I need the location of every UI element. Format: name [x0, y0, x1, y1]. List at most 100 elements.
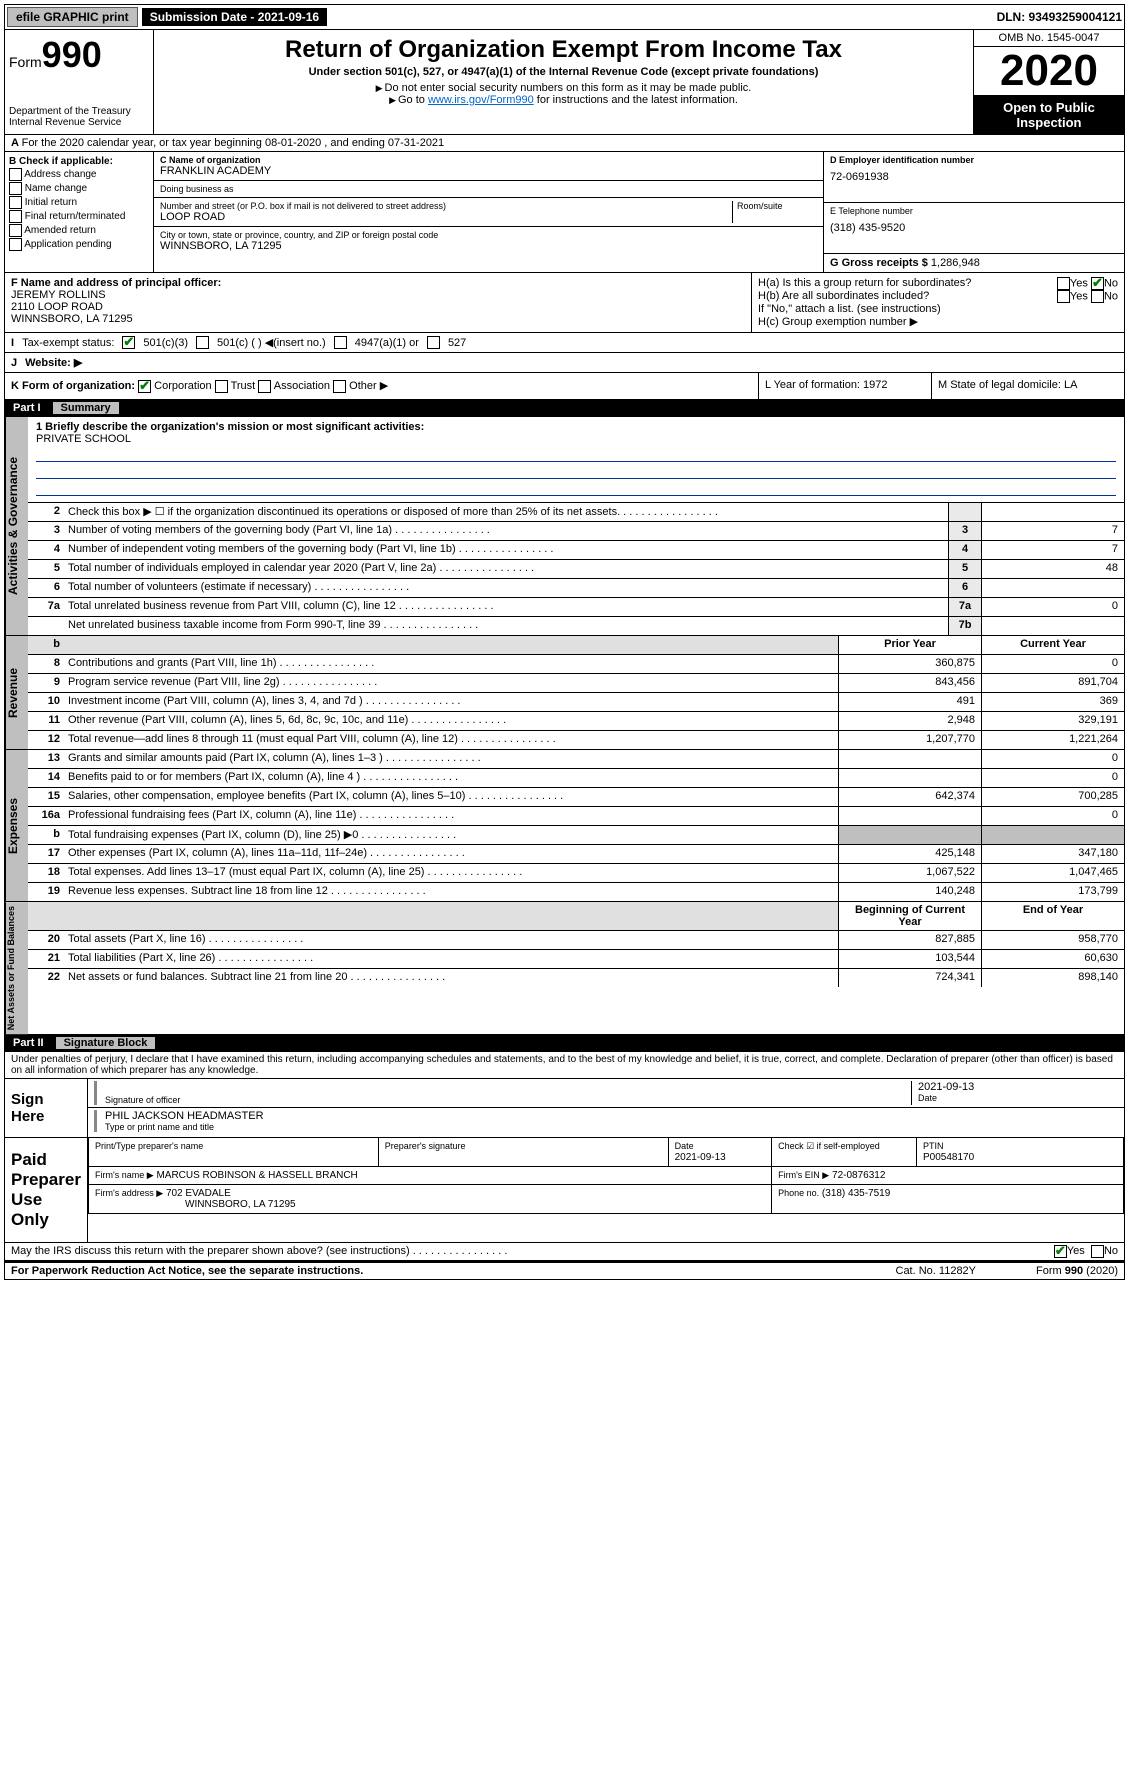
phone-value: (318) 435-9520	[830, 222, 1118, 234]
state-domicile: M State of legal domicile: LA	[932, 373, 1124, 399]
form-title: Return of Organization Exempt From Incom…	[162, 36, 965, 64]
paid-preparer-section: Paid Preparer Use Only Print/Type prepar…	[4, 1138, 1125, 1243]
other-checkbox[interactable]	[333, 380, 346, 393]
footer: For Paperwork Reduction Act Notice, see …	[4, 1261, 1125, 1280]
officer-group-section: F Name and address of principal officer:…	[4, 273, 1125, 333]
prep-date-label: Date	[675, 1141, 694, 1151]
summary-row: 2Check this box ▶ ☐ if the organization …	[28, 503, 1124, 522]
end-year-header: End of Year	[981, 902, 1124, 930]
firm-addr-label: Firm's address ▶	[95, 1188, 163, 1198]
governance-section: Activities & Governance 1 Briefly descri…	[4, 417, 1125, 636]
colb-checkbox-item[interactable]: Address change	[9, 168, 149, 181]
sig-officer-label: Signature of officer	[105, 1095, 911, 1105]
ha-yes-checkbox[interactable]	[1057, 277, 1070, 290]
form-footer: Form 990 (2020)	[1036, 1265, 1118, 1277]
officer-label: F Name and address of principal officer:	[11, 277, 745, 289]
row-i-tax-status: I Tax-exempt status: 501(c)(3) 501(c) ( …	[4, 333, 1125, 353]
summary-row: 6Total number of volunteers (estimate if…	[28, 579, 1124, 598]
summary-row: 14Benefits paid to or for members (Part …	[28, 769, 1124, 788]
501c-checkbox[interactable]	[196, 336, 209, 349]
row-j-website: J Website: ▶	[4, 353, 1125, 373]
sign-date-label: Date	[918, 1093, 1118, 1103]
firm-name: MARCUS ROBINSON & HASSELL BRANCH	[156, 1170, 357, 1181]
efile-button[interactable]: efile GRAPHIC print	[7, 7, 138, 27]
discuss-no-checkbox[interactable]	[1091, 1245, 1104, 1258]
addr-label: Number and street (or P.O. box if mail i…	[160, 201, 732, 211]
summary-row: 11Other revenue (Part VIII, column (A), …	[28, 712, 1124, 731]
firm-name-label: Firm's name ▶	[95, 1170, 154, 1180]
irs-link[interactable]: www.irs.gov/Form990	[428, 94, 534, 106]
form-subtitle: Under section 501(c), 527, or 4947(a)(1)…	[162, 66, 965, 78]
corp-checkbox[interactable]	[138, 380, 151, 393]
website-label: Website: ▶	[25, 356, 82, 369]
summary-row: bTotal fundraising expenses (Part IX, co…	[28, 826, 1124, 845]
summary-row: 8Contributions and grants (Part VIII, li…	[28, 655, 1124, 674]
open-public-badge: Open to Public Inspection	[974, 96, 1124, 134]
colb-checkbox-item[interactable]: Name change	[9, 182, 149, 195]
city-label: City or town, state or province, country…	[160, 230, 817, 240]
summary-row: 10Investment income (Part VIII, column (…	[28, 693, 1124, 712]
sign-date: 2021-09-13	[918, 1081, 1118, 1093]
officer-addr2: WINNSBORO, LA 71295	[11, 313, 745, 325]
hb-note: If "No," attach a list. (see instruction…	[758, 303, 1118, 315]
colb-checkbox-item[interactable]: Final return/terminated	[9, 210, 149, 223]
ptin-value: P00548170	[923, 1152, 974, 1163]
mission-text: PRIVATE SCHOOL	[36, 433, 1116, 445]
note-ssn: Do not enter social security numbers on …	[385, 82, 752, 94]
note-goto-pre: Go to	[398, 94, 428, 106]
governance-label: Activities & Governance	[5, 417, 28, 635]
4947-checkbox[interactable]	[334, 336, 347, 349]
assoc-checkbox[interactable]	[258, 380, 271, 393]
row-k: K Form of organization: Corporation Trus…	[4, 373, 1125, 400]
note-goto-post: for instructions and the latest informat…	[534, 94, 738, 106]
colb-checkbox-item[interactable]: Application pending	[9, 238, 149, 251]
ha-no-checkbox[interactable]	[1091, 277, 1104, 290]
summary-row: 3Number of voting members of the governi…	[28, 522, 1124, 541]
dln-number: DLN: 93493259004121	[997, 10, 1122, 24]
summary-row: 12Total revenue—add lines 8 through 11 (…	[28, 731, 1124, 749]
street-address: LOOP ROAD	[160, 211, 732, 223]
firm-addr1: 702 EVADALE	[166, 1188, 231, 1199]
name-label: C Name of organization	[160, 155, 817, 165]
tax-status-label: Tax-exempt status:	[22, 337, 114, 349]
submission-date: Submission Date - 2021-09-16	[142, 8, 327, 26]
org-name: FRANKLIN ACADEMY	[160, 165, 817, 177]
firm-phone: (318) 435-7519	[822, 1188, 890, 1199]
trust-checkbox[interactable]	[215, 380, 228, 393]
officer-print-name: PHIL JACKSON HEADMASTER	[105, 1110, 1118, 1122]
firm-phone-label: Phone no.	[778, 1188, 819, 1198]
perjury-statement: Under penalties of perjury, I declare th…	[4, 1052, 1125, 1079]
netassets-section: Net Assets or Fund Balances Beginning of…	[4, 902, 1125, 1035]
hb-yes-checkbox[interactable]	[1057, 290, 1070, 303]
revenue-section: Revenue b Prior Year Current Year 8Contr…	[4, 636, 1125, 750]
summary-row: 17Other expenses (Part IX, column (A), l…	[28, 845, 1124, 864]
hb-no-checkbox[interactable]	[1091, 290, 1104, 303]
501c3-checkbox[interactable]	[122, 336, 135, 349]
form-number: Form990	[9, 34, 149, 76]
row-a-period: A For the 2020 calendar year, or tax yea…	[4, 135, 1125, 152]
officer-addr1: 2110 LOOP ROAD	[11, 301, 745, 313]
dept-treasury: Department of the Treasury Internal Reve…	[9, 106, 149, 128]
print-preparer-label: Print/Type preparer's name	[95, 1141, 203, 1151]
discuss-yes-checkbox[interactable]	[1054, 1245, 1067, 1258]
part2-header: Part II Signature Block	[4, 1035, 1125, 1052]
year-formation: L Year of formation: 1972	[759, 373, 932, 399]
top-bar: efile GRAPHIC print Submission Date - 20…	[4, 4, 1125, 30]
summary-row: 9Program service revenue (Part VIII, lin…	[28, 674, 1124, 693]
col-b-title: B Check if applicable:	[9, 156, 149, 167]
form-org-label: K Form of organization:	[11, 380, 135, 392]
form-header: Form990 Department of the Treasury Inter…	[4, 30, 1125, 135]
colb-checkbox-item[interactable]: Initial return	[9, 196, 149, 209]
room-suite-label: Room/suite	[732, 201, 817, 223]
ha-label: H(a) Is this a group return for subordin…	[758, 277, 971, 290]
sign-here-label: Sign Here	[5, 1079, 88, 1137]
527-checkbox[interactable]	[427, 336, 440, 349]
colb-checkbox-item[interactable]: Amended return	[9, 224, 149, 237]
part1-header: Part I Summary	[4, 400, 1125, 417]
expenses-section: Expenses 13Grants and similar amounts pa…	[4, 750, 1125, 902]
hc-label: H(c) Group exemption number ▶	[758, 315, 1118, 328]
discuss-row: May the IRS discuss this return with the…	[4, 1243, 1125, 1261]
dba-label: Doing business as	[160, 184, 817, 194]
summary-row: 22Net assets or fund balances. Subtract …	[28, 969, 1124, 987]
ein-value: 72-0691938	[830, 171, 1118, 183]
